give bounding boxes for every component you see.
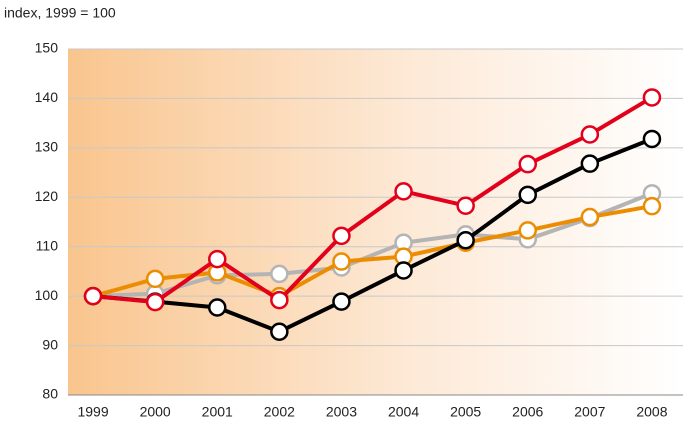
data-point (518, 221, 537, 240)
data-point (580, 207, 600, 227)
chart-title: index, 1999 = 100 (4, 5, 116, 21)
data-point (270, 264, 289, 284)
data-point (145, 292, 165, 312)
data-point (332, 226, 351, 246)
data-point (332, 252, 351, 271)
x-tick-label: 2001 (202, 404, 233, 420)
y-tick-label: 90 (42, 336, 58, 352)
y-tick-label: 120 (35, 188, 59, 204)
data-point (518, 154, 537, 174)
data-point (580, 125, 600, 144)
y-tick-label: 100 (35, 287, 59, 303)
data-point (642, 196, 662, 216)
data-point (642, 88, 662, 107)
x-tick-label: 2003 (326, 404, 357, 420)
series-line (92, 137, 653, 334)
x-tick-label: 1999 (77, 404, 108, 420)
data-point (518, 185, 537, 205)
x-tick-label: 2007 (574, 404, 605, 420)
y-tick-label: 130 (35, 139, 59, 155)
data-point (270, 322, 289, 341)
series-line (92, 191, 653, 299)
data-point (208, 249, 227, 269)
y-tick-label: 140 (35, 89, 59, 105)
y-tick-label: 80 (42, 386, 58, 402)
data-point (456, 231, 475, 250)
data-point (332, 292, 351, 311)
y-tick-label: 150 (35, 40, 59, 56)
data-point (394, 182, 413, 201)
data-point (83, 286, 103, 306)
x-tick-label: 2008 (636, 404, 667, 420)
x-tick-label: 2004 (388, 404, 419, 420)
data-point (270, 290, 289, 310)
data-point (642, 129, 662, 149)
x-tick-label: 2002 (264, 404, 295, 420)
data-point (145, 269, 165, 289)
data-point (208, 298, 227, 317)
data-point (456, 196, 475, 215)
data-point (394, 261, 413, 280)
y-tick-label: 110 (36, 237, 59, 253)
x-tick-label: 2005 (450, 404, 481, 420)
x-tick-label: 2006 (512, 404, 543, 420)
data-point (580, 154, 600, 173)
series-line (92, 95, 653, 305)
x-tick-label: 2000 (140, 404, 171, 420)
series-line (92, 204, 653, 299)
